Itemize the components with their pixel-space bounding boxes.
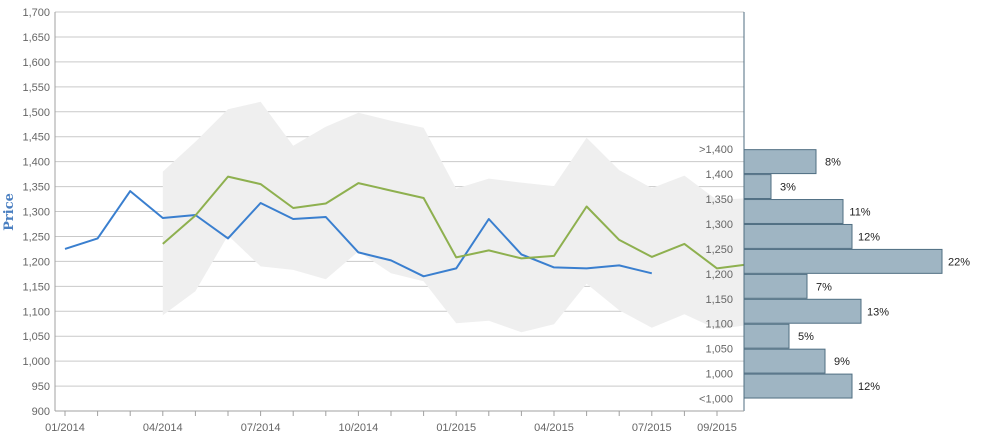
x-tick-labels: 01/2014 04/2014 07/2014 10/2014 01/2015 04/20… [45,422,737,434]
histogram-bar [743,223,853,249]
x-tick-label: 01/2014 [45,422,85,434]
y-tick-label: 1,600 [22,57,50,69]
y-tick-label: 1,700 [22,7,50,19]
series-line-1 [64,190,653,278]
x-tick-label: 04/2015 [534,422,574,434]
histogram-bar [743,174,772,200]
y-tick-label: 1,550 [22,82,50,94]
y-tick-label: 1,000 [22,356,50,368]
axes [54,12,745,416]
histogram-percent-label: 8% [825,157,841,169]
range-band [162,101,750,333]
x-tick-label: 04/2014 [143,422,183,434]
histogram-bin-label: 1,050 [705,344,733,356]
y-tick-label: 1,150 [22,281,50,293]
histogram-percent-label: 13% [867,306,889,318]
histogram-bar [743,298,862,324]
histogram-percent-label: 7% [816,281,832,293]
histogram-bin-label: >1,400 [699,144,733,156]
y-tick-label: 1,100 [22,306,50,318]
histogram-percent-label: 12% [858,231,880,243]
x-tick-label: 07/2015 [632,422,672,434]
y-tick-label: 1,200 [22,256,50,268]
series-lines [64,175,745,278]
histogram-bin-label: <1,000 [699,394,733,406]
histogram-bar [743,323,790,349]
x-tick-label: 09/2015 [697,422,737,434]
histogram-bar [743,373,853,399]
y-tick-label: 1,250 [22,231,50,243]
histogram-bar [743,248,943,274]
histogram-bar [743,273,808,299]
histogram-bin-label: 1,200 [705,269,733,281]
histogram-percent-label: 5% [798,331,814,343]
series-line-2 [162,175,745,270]
y-tick-label: 1,350 [22,182,50,194]
histogram-percent-label: 11% [849,207,870,219]
histogram-bin-label: 1,000 [705,369,733,381]
histogram-bar [743,149,817,175]
histogram-bin-label: 1,300 [705,219,733,231]
y-tick-label: 1,650 [22,32,50,44]
histogram-bin-label: 1,250 [705,244,733,256]
y-tick-label: 1,450 [22,132,50,144]
y-tick-labels: 900 950 1,000 1,050 1,100 1,150 1,200 1,250 1,30… [22,7,50,418]
x-tick-label: 07/2014 [241,422,281,434]
range-band-area [162,101,750,333]
y-tick-label: 1,300 [22,207,50,219]
histogram-bin-label: 1,100 [705,319,733,331]
y-tick-label: 1,400 [22,157,50,169]
histogram-bar [743,348,826,374]
x-tick-label: 01/2015 [436,422,476,434]
histogram-bar [743,199,844,224]
histogram: 8% 3% 11% 12% 22% 7% 13% 5% 9% 12% >1,400 1,400 1,35… [699,144,970,405]
y-tick-label: 1,050 [22,331,50,343]
histogram-bin-label: 1,400 [705,169,733,181]
y-tick-label: 950 [32,381,50,393]
x-tick-label: 10/2014 [339,422,379,434]
histogram-percent-label: 9% [834,356,850,368]
y-tick-label: 1,500 [22,107,50,119]
histogram-percent-label: 22% [948,256,970,268]
histogram-percent-label: 12% [858,381,880,393]
histogram-bin-label: 1,350 [705,194,733,206]
y-tick-label: 900 [32,406,50,418]
histogram-percent-label: 3% [780,182,796,194]
y-axis-label: Price [2,193,17,231]
histogram-bin-label: 1,150 [705,294,733,306]
